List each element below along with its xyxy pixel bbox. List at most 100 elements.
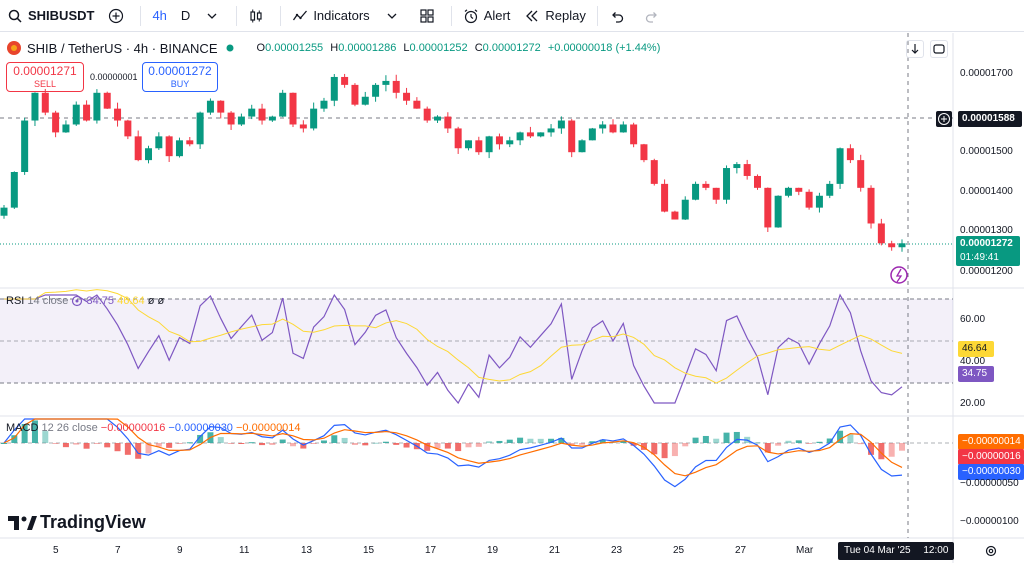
sell-button[interactable]: 0.00001271 SELL: [6, 62, 84, 92]
macd-line: [3, 418, 903, 488]
lightning-icon[interactable]: [890, 266, 908, 284]
compare-button[interactable]: [101, 0, 136, 32]
macd-histogram-bar: [351, 443, 358, 445]
indicators-icon: [292, 8, 308, 24]
time-tick: 21: [549, 545, 561, 556]
candle-body: [403, 92, 411, 101]
macd-histogram-bar: [599, 439, 606, 443]
candle-body: [464, 140, 472, 149]
time-tick: 17: [425, 545, 437, 556]
candle-body: [774, 195, 782, 228]
macd-line-label: −0.00000030: [958, 464, 1024, 480]
fullscreen-button[interactable]: [930, 40, 948, 58]
candle-body: [723, 168, 731, 200]
interval-dropdown[interactable]: [197, 0, 232, 32]
candle-body: [743, 164, 751, 176]
candle-body: [217, 100, 225, 113]
symbol-search[interactable]: SHIBUSDT: [0, 0, 101, 32]
rsi-settings-icon[interactable]: [71, 295, 83, 307]
candle-body: [547, 128, 555, 133]
bar-countdown: 01:49:41: [960, 252, 999, 263]
macd-histogram-bar: [816, 441, 823, 443]
macd-histogram-bar: [754, 442, 761, 444]
macd-histogram-bar: [868, 443, 875, 455]
macd-histogram-bar: [155, 443, 162, 447]
scroll-to-latest-button[interactable]: [906, 40, 924, 58]
change-value: +0.00000018 (+1.44%): [547, 42, 661, 54]
candle-body: [681, 199, 689, 220]
candle-body: [423, 108, 431, 121]
alarm-clock-icon: [463, 8, 479, 24]
chart-canvas[interactable]: [0, 33, 1024, 563]
price-tick: 0.00001300: [960, 225, 1013, 236]
candle-body: [186, 140, 194, 145]
tradingview-logo[interactable]: TradingView: [8, 512, 146, 533]
candle-body: [227, 112, 235, 125]
chart-settings-button[interactable]: [984, 544, 998, 558]
macd-histogram-bar: [558, 437, 565, 443]
macd-histogram-bar: [826, 438, 833, 443]
add-alert-button[interactable]: [936, 111, 952, 127]
macd-histogram-bar: [269, 443, 276, 445]
time-tick: 9: [177, 545, 183, 556]
macd-histogram-bar: [785, 440, 792, 443]
macd-histogram-bar: [795, 440, 802, 443]
macd-histogram-bar: [857, 443, 864, 445]
candle-body: [557, 120, 565, 129]
macd-histogram-bar: [682, 443, 689, 447]
macd-histogram-bar: [733, 431, 740, 443]
chart-type-button[interactable]: [241, 0, 276, 32]
indicators-button[interactable]: Indicators: [285, 0, 376, 32]
macd-histogram-bar: [197, 434, 204, 443]
candle-body: [62, 124, 70, 133]
macd-signal-value: −0.00000014: [236, 422, 301, 434]
redo-button[interactable]: [637, 0, 672, 32]
price-tick: 0.00001200: [960, 266, 1013, 277]
interval-4h[interactable]: 4h: [152, 8, 167, 23]
candle-body: [526, 132, 534, 137]
macd-histogram-bar: [331, 435, 338, 443]
undo-button[interactable]: [602, 0, 637, 32]
macd-histogram-bar: [403, 443, 410, 448]
candle-body: [475, 140, 483, 153]
layouts-button[interactable]: [412, 0, 447, 32]
macd-histogram-bar: [537, 438, 544, 443]
interval-daily[interactable]: D: [180, 8, 191, 23]
candle-body: [764, 187, 772, 228]
candle-body: [83, 104, 91, 121]
candle-body: [630, 124, 638, 145]
tradingview-logo-icon: [8, 515, 37, 530]
redo-icon: [644, 8, 660, 24]
shib-logo-icon: [6, 40, 22, 56]
time-tick: 15: [363, 545, 375, 556]
indicators-label: Indicators: [313, 8, 370, 23]
macd-line-value: −0.00000030: [168, 422, 233, 434]
macd-histogram-bar: [217, 437, 224, 443]
candle-body: [0, 207, 8, 216]
candle-body: [382, 80, 390, 85]
cursor-date: Tue 04 Mar '25: [844, 545, 911, 556]
macd-name: MACD: [6, 422, 39, 434]
undo-icon: [609, 8, 625, 24]
candle-body: [206, 100, 214, 113]
candle-body: [175, 140, 183, 157]
toolbar-divider: [236, 5, 238, 26]
indicators-dropdown[interactable]: [377, 0, 412, 32]
buy-button[interactable]: 0.00001272 BUY: [142, 62, 218, 92]
candle-body: [310, 108, 318, 129]
alert-button[interactable]: Alert: [456, 0, 518, 32]
time-tick: 19: [487, 545, 499, 556]
macd-group: [1, 418, 905, 488]
candle-body: [795, 187, 803, 192]
candle-body: [815, 195, 823, 208]
candle-body: [330, 76, 338, 101]
replay-button[interactable]: Replay: [517, 0, 592, 32]
macd-histogram-bar: [372, 442, 379, 444]
crosshair-price-label: 0.00001588: [958, 111, 1022, 127]
toolbar-divider: [280, 5, 282, 26]
macd-histogram-bar: [548, 438, 555, 443]
macd-histogram-bar: [166, 443, 173, 448]
arrow-down-icon: [911, 44, 919, 54]
macd-histogram-bar: [640, 443, 647, 450]
candle-body: [454, 128, 462, 149]
